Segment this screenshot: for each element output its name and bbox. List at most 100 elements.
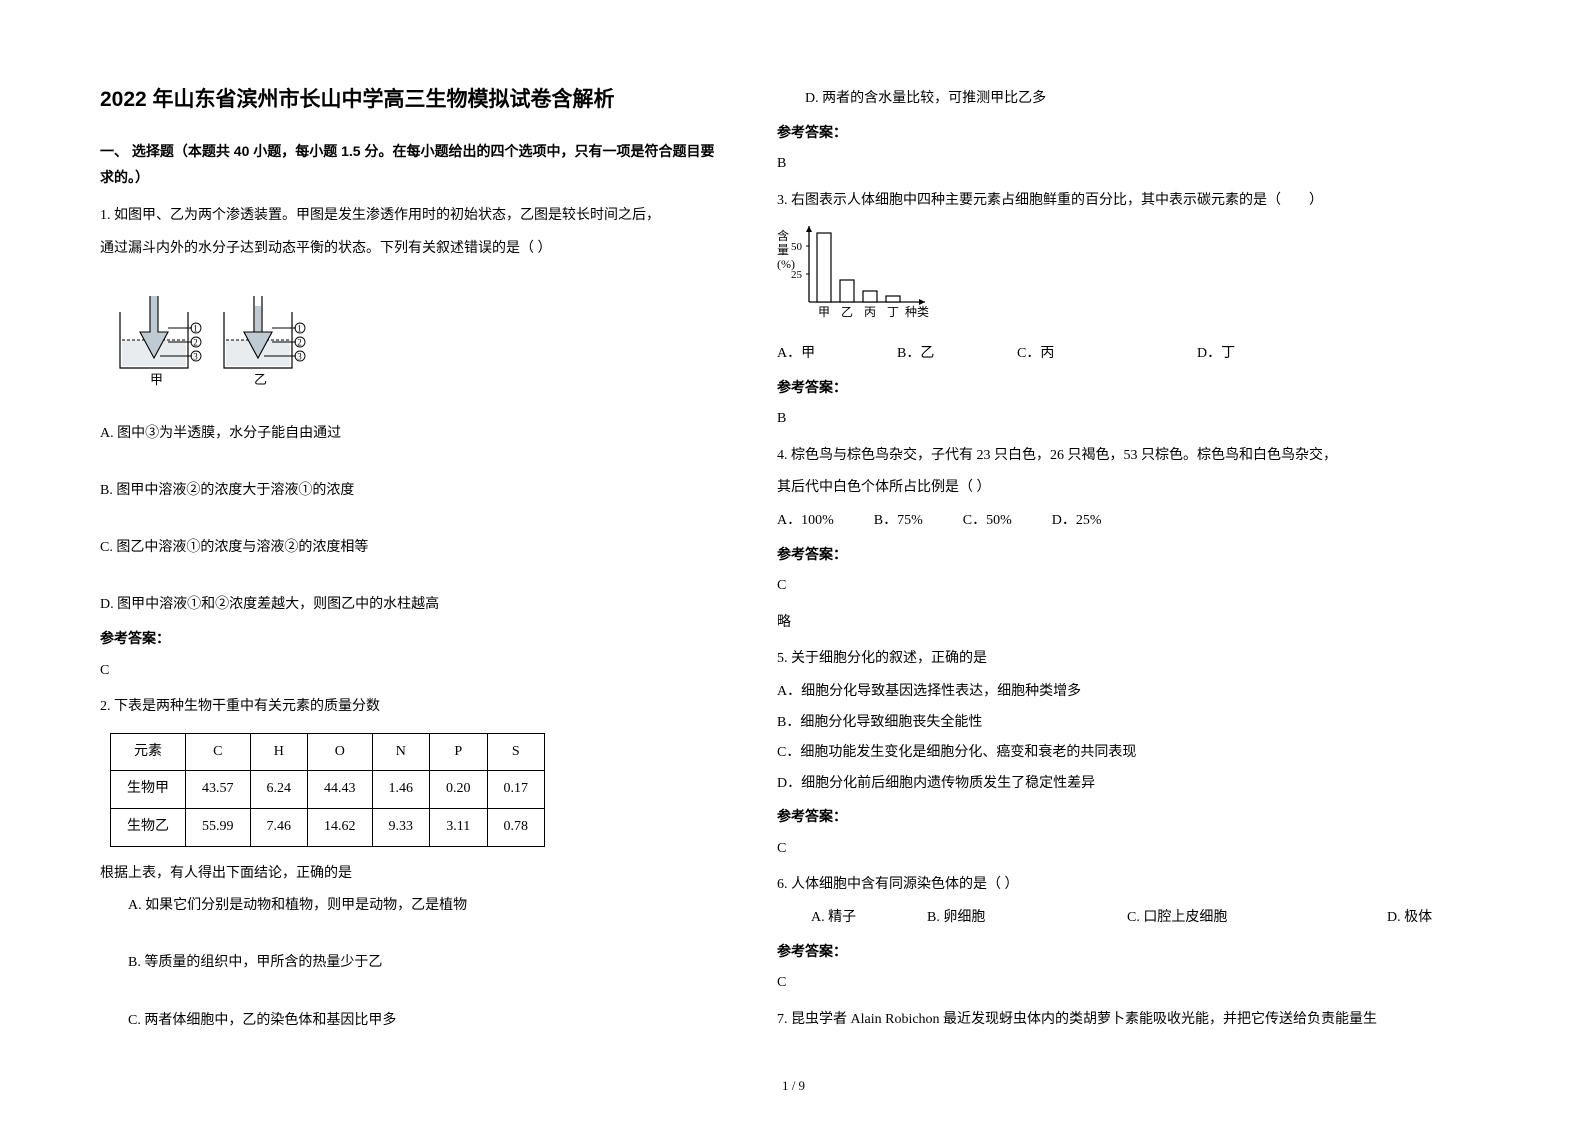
table-cell: 43.57 xyxy=(186,771,251,809)
q6-option-b: B. 卵细胞 xyxy=(927,905,1127,932)
table-cell: 0.20 xyxy=(430,771,488,809)
table-cell: 7.46 xyxy=(250,808,308,846)
question-2: 2. 下表是两种生物干重中有关元素的质量分数 元素 C H O N P S 生物… xyxy=(100,694,717,1034)
q3-option-a: A．甲 xyxy=(777,341,897,368)
left-column: 2022 年山东省滨州市长山中学高三生物模拟试卷含解析 一、 选择题（本题共 4… xyxy=(100,80,717,1082)
question-4: 4. 棕色鸟与棕色鸟杂交，子代有 23 只白色，26 只褐色，53 只棕色。棕色… xyxy=(777,443,1487,637)
q2-option-c: C. 两者体细胞中，乙的染色体和基因比甲多 xyxy=(100,1008,717,1035)
q2-answer-label: 参考答案： xyxy=(777,119,1487,146)
question-3: 3. 右图表示人体细胞中四种主要元素占细胞鲜重的百分比，其中表示碳元素的是（ ）… xyxy=(777,188,1487,433)
table-header-cell: S xyxy=(487,733,545,771)
table-header-row: 元素 C H O N P S xyxy=(111,733,545,771)
q3-answer: B xyxy=(777,406,1487,433)
svg-text:乙: 乙 xyxy=(254,372,267,387)
svg-text:3: 3 xyxy=(193,352,198,362)
svg-text:1: 1 xyxy=(297,324,302,334)
svg-text:2: 2 xyxy=(297,338,302,348)
svg-text:乙: 乙 xyxy=(841,305,853,319)
q6-stem: 6. 人体细胞中含有同源染色体的是（ ） xyxy=(777,872,1487,899)
table-cell: 6.24 xyxy=(250,771,308,809)
q7-stem: 7. 昆虫学者 Alain Robichon 最近发现蚜虫体内的类胡萝卜素能吸收… xyxy=(777,1007,1487,1034)
table-header-cell: 元素 xyxy=(111,733,186,771)
table-header-cell: P xyxy=(430,733,488,771)
table-cell: 44.43 xyxy=(308,771,373,809)
q2-option-a: A. 如果它们分别是动物和植物，则甲是动物，乙是植物 xyxy=(100,893,717,920)
q6-answer: C xyxy=(777,970,1487,997)
table-header-cell: C xyxy=(186,733,251,771)
q1-answer: C xyxy=(100,658,717,685)
q6-options-row: A. 精子 B. 卵细胞 C. 口腔上皮细胞 D. 极体 xyxy=(777,905,1487,932)
q4-answer: C xyxy=(777,573,1487,600)
table-cell: 0.78 xyxy=(487,808,545,846)
table-cell: 1.46 xyxy=(372,771,430,809)
q1-stem-line2: 通过漏斗内外的水分子达到动态平衡的状态。下列有关叙述错误的是（ ） xyxy=(100,236,717,263)
q5-option-b: B．细胞分化导致细胞丧失全能性 xyxy=(777,710,1487,737)
q4-stem-l2: 其后代中白色个体所占比例是（ ） xyxy=(777,475,1487,502)
q5-answer-label: 参考答案： xyxy=(777,803,1487,830)
svg-text:(%): (%) xyxy=(777,257,795,271)
q6-option-a: A. 精子 xyxy=(777,905,927,932)
q3-answer-label: 参考答案： xyxy=(777,374,1487,401)
q2-stem: 2. 下表是两种生物干重中有关元素的质量分数 xyxy=(100,694,717,721)
page-number: 1 / 9 xyxy=(0,1078,1587,1094)
q3-option-c: C．丙 xyxy=(1017,341,1197,368)
q3-options-row: A．甲 B．乙 C．丙 D．丁 xyxy=(777,341,1487,368)
question-1: 1. 如图甲、乙为两个渗透装置。甲图是发生渗透作用时的初始状态，乙图是较长时间之… xyxy=(100,203,717,684)
svg-text:种类: 种类 xyxy=(905,305,929,319)
q2-substem: 根据上表，有人得出下面结论，正确的是 xyxy=(100,861,717,888)
q1-option-a: A. 图中③为半透膜，水分子能自由通过 xyxy=(100,421,717,448)
table-header-cell: N xyxy=(372,733,430,771)
q6-option-c: C. 口腔上皮细胞 xyxy=(1127,905,1387,932)
q3-stem: 3. 右图表示人体细胞中四种主要元素占细胞鲜重的百分比，其中表示碳元素的是（ ） xyxy=(777,188,1487,215)
element-bar-chart: 25 50 含 量 (%) 甲 乙 丙 丁 xyxy=(777,220,937,322)
table-cell: 生物甲 xyxy=(111,771,186,809)
svg-text:甲: 甲 xyxy=(150,372,163,387)
table-cell: 0.17 xyxy=(487,771,545,809)
question-5: 5. 关于细胞分化的叙述，正确的是 A．细胞分化导致基因选择性表达，细胞种类增多… xyxy=(777,646,1487,862)
q4-answer-label: 参考答案： xyxy=(777,541,1487,568)
table-row: 生物乙 55.99 7.46 14.62 9.33 3.11 0.78 xyxy=(111,808,545,846)
q3-option-d: D．丁 xyxy=(1197,341,1317,368)
q2-option-d: D. 两者的含水量比较，可推测甲比乙多 xyxy=(777,86,1487,113)
q5-option-c: C．细胞功能发生变化是细胞分化、癌变和衰老的共同表现 xyxy=(777,740,1487,767)
q5-option-a: A．细胞分化导致基因选择性表达，细胞种类增多 xyxy=(777,679,1487,706)
q4-extra: 略 xyxy=(777,610,1487,637)
q6-option-d: D. 极体 xyxy=(1387,905,1487,932)
svg-text:50: 50 xyxy=(791,241,803,253)
svg-text:丁: 丁 xyxy=(887,305,899,319)
table-cell: 55.99 xyxy=(186,808,251,846)
q1-option-b: B. 图甲中溶液②的浓度大于溶液①的浓度 xyxy=(100,478,717,505)
svg-text:量: 量 xyxy=(777,243,789,257)
svg-text:3: 3 xyxy=(297,352,302,362)
q1-answer-label: 参考答案： xyxy=(100,625,717,652)
svg-text:2: 2 xyxy=(193,338,198,348)
q2-answer: B xyxy=(777,151,1487,178)
svg-text:1: 1 xyxy=(193,324,198,334)
question-6: 6. 人体细胞中含有同源染色体的是（ ） A. 精子 B. 卵细胞 C. 口腔上… xyxy=(777,872,1487,996)
q1-option-d: D. 图甲中溶液①和②浓度差越大，则图乙中的水柱越高 xyxy=(100,592,717,619)
right-column: D. 两者的含水量比较，可推测甲比乙多 参考答案： B 3. 右图表示人体细胞中… xyxy=(777,80,1487,1082)
table-cell: 14.62 xyxy=(308,808,373,846)
q5-stem: 5. 关于细胞分化的叙述，正确的是 xyxy=(777,646,1487,673)
table-cell: 3.11 xyxy=(430,808,488,846)
table-header-cell: H xyxy=(250,733,308,771)
q6-answer-label: 参考答案： xyxy=(777,938,1487,965)
q4-stem-l1: 4. 棕色鸟与棕色鸟杂交，子代有 23 只白色，26 只褐色，53 只棕色。棕色… xyxy=(777,443,1487,470)
q4-option-d: D．25% xyxy=(1052,508,1102,535)
svg-text:丙: 丙 xyxy=(864,305,876,319)
q2-option-b: B. 等质量的组织中，甲所含的热量少于乙 xyxy=(100,950,717,977)
q1-option-c: C. 图乙中溶液①的浓度与溶液②的浓度相等 xyxy=(100,535,717,562)
q4-option-a: A．100% xyxy=(777,508,834,535)
table-cell: 9.33 xyxy=(372,808,430,846)
section-header: 一、 选择题（本题共 40 小题，每小题 1.5 分。在每小题给出的四个选项中，… xyxy=(100,138,717,191)
svg-text:甲: 甲 xyxy=(818,305,830,319)
table-cell: 生物乙 xyxy=(111,808,186,846)
q5-answer: C xyxy=(777,836,1487,863)
svg-text:含: 含 xyxy=(777,228,789,243)
table-header-cell: O xyxy=(308,733,373,771)
page-title: 2022 年山东省滨州市长山中学高三生物模拟试卷含解析 xyxy=(100,80,717,120)
q3-option-b: B．乙 xyxy=(897,341,1017,368)
q4-option-b: B．75% xyxy=(874,508,923,535)
question-7: 7. 昆虫学者 Alain Robichon 最近发现蚜虫体内的类胡萝卜素能吸收… xyxy=(777,1007,1487,1034)
q4-option-c: C．50% xyxy=(963,508,1012,535)
